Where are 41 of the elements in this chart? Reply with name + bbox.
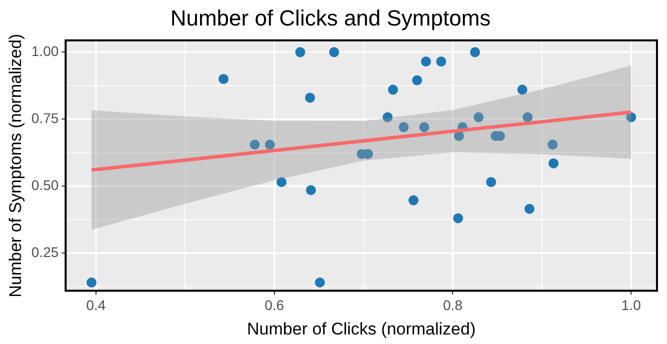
- point: [548, 140, 558, 150]
- point: [363, 148, 374, 159]
- x-tick-label: 0.4: [86, 297, 106, 314]
- point: [250, 140, 260, 150]
- point: [548, 158, 559, 168]
- point: [626, 112, 636, 122]
- point: [454, 131, 464, 142]
- point: [314, 278, 325, 288]
- point: [305, 92, 316, 103]
- chart-title: Number of Clicks and Symptoms: [170, 5, 491, 30]
- point: [412, 75, 422, 86]
- point: [329, 47, 340, 58]
- point: [398, 122, 409, 132]
- y-axis-title: Number of Symptoms (normalized): [6, 34, 25, 298]
- point: [419, 122, 430, 132]
- point: [486, 177, 496, 188]
- point: [474, 112, 484, 122]
- x-tick-label: 0.8: [443, 297, 463, 314]
- point: [86, 278, 97, 288]
- point: [382, 112, 393, 122]
- x-tick-label: 0.6: [264, 297, 284, 314]
- point: [276, 177, 286, 188]
- y-tick-label: 0.25: [31, 244, 59, 260]
- point: [306, 185, 316, 196]
- y-tick-label: 1.00: [31, 43, 59, 60]
- y-tick-label: 0.75: [31, 110, 59, 126]
- point: [420, 56, 431, 67]
- point: [517, 84, 528, 95]
- x-axis-title: Number of Clicks (normalized): [247, 319, 476, 338]
- point: [295, 47, 306, 58]
- point: [453, 213, 464, 224]
- point: [264, 140, 275, 150]
- point: [470, 47, 480, 58]
- point: [524, 204, 534, 214]
- point: [408, 195, 418, 206]
- point: [218, 74, 229, 84]
- point: [388, 84, 398, 95]
- point: [522, 112, 533, 122]
- y-tick-label: 0.50: [31, 176, 59, 193]
- point: [436, 56, 446, 67]
- x-tick-label: 1.0: [621, 297, 642, 314]
